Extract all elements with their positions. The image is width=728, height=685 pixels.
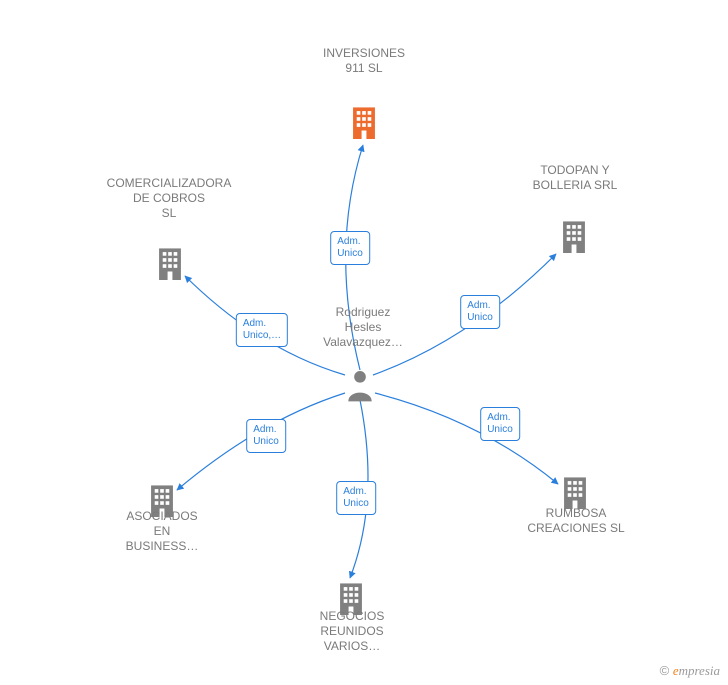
building-icon[interactable] xyxy=(560,475,590,509)
center-person-label: Rodriguez Hesles Valavazquez… xyxy=(318,305,408,350)
building-icon[interactable] xyxy=(155,246,185,280)
edge-label: Adm. Unico xyxy=(246,419,286,453)
edge-label: Adm. Unico xyxy=(330,231,370,265)
company-label: NEGOCIOS REUNIDOS VARIOS… xyxy=(282,609,422,654)
edge-label: Adm. Unico xyxy=(336,481,376,515)
building-icon[interactable] xyxy=(349,105,379,139)
edge-label: Adm. Unico,… xyxy=(236,313,288,347)
company-label: TODOPAN Y BOLLERIA SRL xyxy=(505,163,645,193)
edge-label: Adm. Unico xyxy=(460,295,500,329)
brand-rest: mpresia xyxy=(679,663,720,678)
edge xyxy=(375,393,558,484)
person-icon[interactable] xyxy=(346,368,374,402)
company-label: INVERSIONES 911 SL xyxy=(294,46,434,76)
copyright-symbol: © xyxy=(660,663,670,678)
edge-label: Adm. Unico xyxy=(480,407,520,441)
watermark: © empresia xyxy=(660,663,720,679)
building-icon[interactable] xyxy=(559,219,589,253)
company-label: COMERCIALIZADORA DE COBROS SL xyxy=(99,176,239,221)
company-label: RUMBOSA CREACIONES SL xyxy=(506,506,646,536)
company-label: ASOCIADOS EN BUSINESS… xyxy=(92,509,232,554)
